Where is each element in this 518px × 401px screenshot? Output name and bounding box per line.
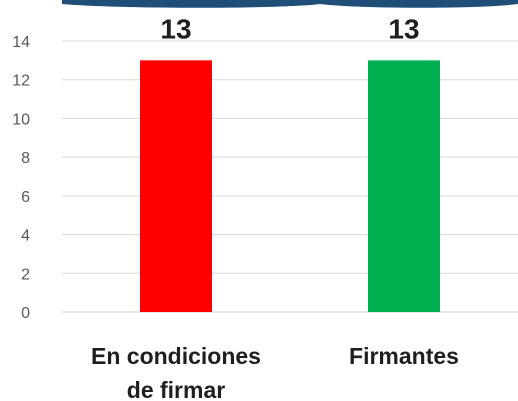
y-tick-label: 0 xyxy=(21,305,30,322)
data-label: 13 xyxy=(388,13,419,44)
data-label: 13 xyxy=(160,13,191,44)
data-labels: 13 13 xyxy=(160,13,419,44)
y-tick-label: 14 xyxy=(12,34,30,51)
bar xyxy=(368,60,440,312)
y-axis-ticks: 0 2 4 6 8 10 12 14 xyxy=(12,34,30,322)
y-tick-label: 10 xyxy=(12,111,30,128)
y-tick-label: 8 xyxy=(21,150,30,167)
cropped-title-strip xyxy=(62,0,518,8)
category-label: Firmantes xyxy=(349,343,459,369)
gridlines xyxy=(62,40,518,313)
bar xyxy=(140,60,212,312)
y-tick-label: 6 xyxy=(21,189,30,206)
category-label: de firmar xyxy=(127,377,225,401)
category-label: En condiciones xyxy=(91,343,261,369)
y-tick-label: 4 xyxy=(21,228,30,245)
category-labels: En condiciones de firmar Firmantes xyxy=(91,343,459,401)
bars xyxy=(140,60,440,312)
y-tick-label: 2 xyxy=(21,266,30,283)
y-tick-label: 12 xyxy=(12,73,30,90)
